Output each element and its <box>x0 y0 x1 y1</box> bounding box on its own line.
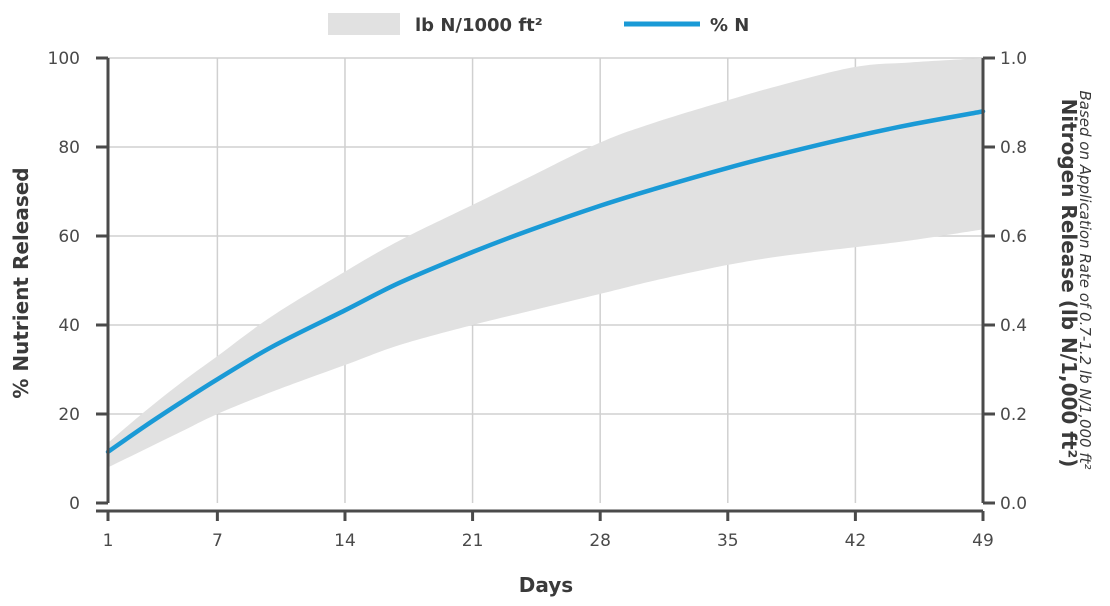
tick-layer: 1 7 14 21 28 35 42 49 0 20 40 60 80 100 0.0 0.2 0.4 0.6 0.… <box>48 49 1028 551</box>
x-tick-label: 35 <box>717 531 739 551</box>
x-tick-label: 1 <box>103 531 114 551</box>
y-axis-title: % Nutrient Released <box>9 167 33 398</box>
series-line <box>105 109 986 455</box>
y-tick-label: 80 <box>58 138 80 158</box>
y2-tick-label: 0.0 <box>1000 494 1027 514</box>
x-tick-label: 14 <box>334 531 356 551</box>
y2-tick-label: 0.6 <box>1000 227 1027 247</box>
legend-band-swatch <box>328 13 400 35</box>
x-tick-label: 28 <box>589 531 611 551</box>
y2-axis-title: Nitrogen Release (lb N/1,000 ft²) <box>1057 99 1081 468</box>
x-tick-label: 21 <box>462 531 484 551</box>
y-tick-label: 0 <box>69 494 80 514</box>
x-tick-label: 7 <box>212 531 223 551</box>
legend: lb N/1000 ft² % N <box>328 13 749 36</box>
x-tick-label: 42 <box>845 531 867 551</box>
y-tick-label: 40 <box>58 316 80 336</box>
axis-layer <box>96 58 985 513</box>
band-area <box>108 58 983 468</box>
legend-band-label: lb N/1000 ft² <box>415 15 543 36</box>
y2-tick-label: 0.2 <box>1000 405 1027 425</box>
y2-tick-label: 0.4 <box>1000 316 1027 336</box>
y-tick-label: 60 <box>58 227 80 247</box>
line-layer <box>105 109 986 455</box>
y2-tick-label: 1.0 <box>1000 49 1027 69</box>
y-tick-label: 20 <box>58 405 80 425</box>
x-tick-label: 49 <box>972 531 994 551</box>
y-tick-label: 100 <box>48 49 80 69</box>
y2-tick-label: 0.8 <box>1000 138 1027 158</box>
band-layer <box>108 58 983 468</box>
legend-line-label: % N <box>710 15 749 36</box>
y2-axis-subtitle: Based on Application Rate of 0.7-1.2 lb … <box>1076 90 1094 469</box>
x-axis-title: Days <box>519 573 573 597</box>
